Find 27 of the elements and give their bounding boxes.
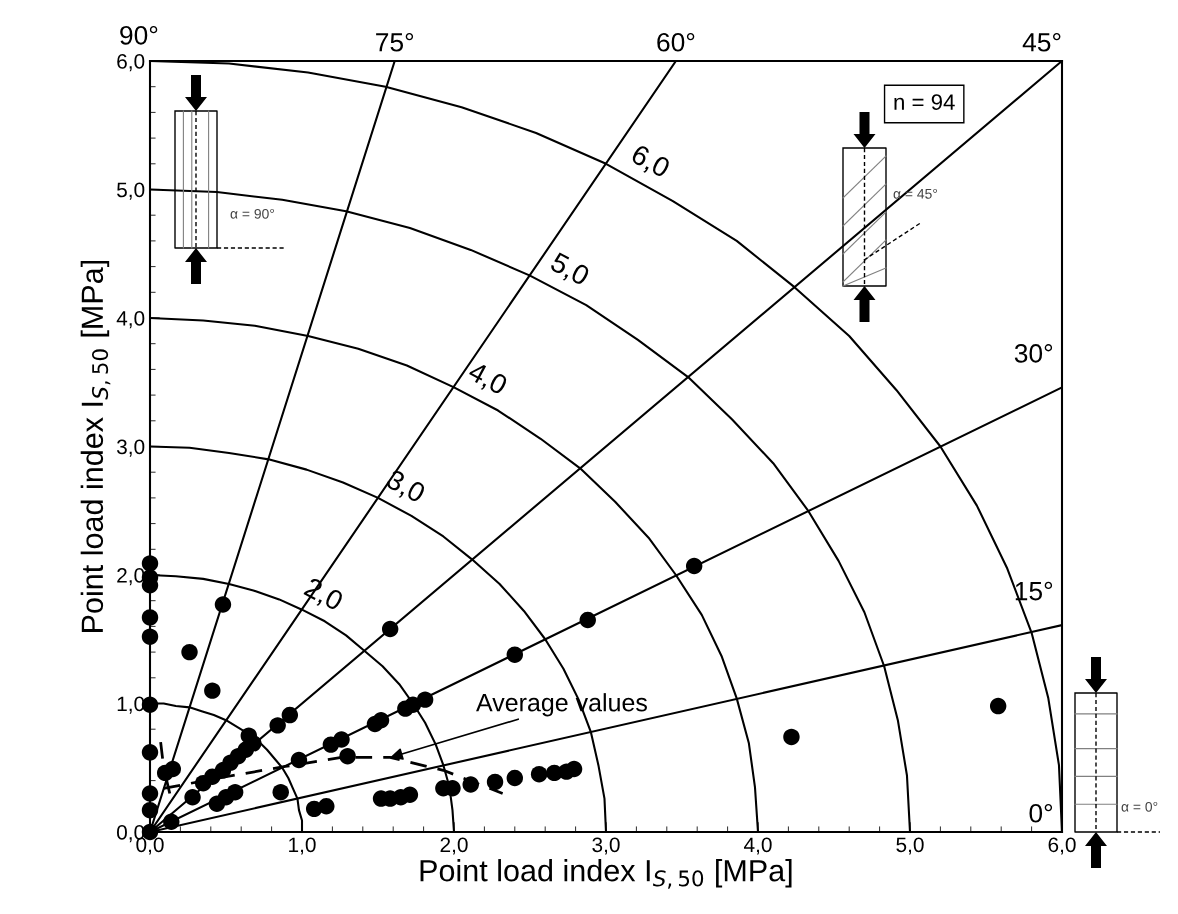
x-tick-label: 1,0 [289, 837, 316, 855]
annotation: 5,0 [547, 251, 591, 290]
annotation: α = 45° [893, 188, 938, 199]
annotation: 2,0 [301, 576, 345, 615]
x-tick-label: 6,0 [1048, 837, 1076, 855]
annotation: 75° [376, 32, 414, 52]
y-axis-title: Point load index I$_{S,50}$ [MPa] [80, 260, 111, 632]
x-tick-label: 3,0 [592, 837, 620, 855]
y-tick-label: 5,0 [117, 182, 145, 200]
annotation: 90° [120, 25, 158, 45]
text: α = 0° [1121, 801, 1158, 812]
annotation: 6,0 [628, 143, 672, 182]
annotation: n = 94 [894, 94, 955, 110]
annotation: 30° [1014, 344, 1053, 363]
x-tick-label: 2,0 [440, 837, 468, 855]
x-tick-label: 5,0 [896, 837, 924, 855]
annotation: 4,0 [465, 360, 509, 399]
y-tick-label: 6,0 [117, 54, 145, 72]
annotation: 45° [1022, 32, 1061, 52]
annotation: 3,0 [383, 468, 427, 507]
annotation: α = 90° [230, 208, 275, 219]
y-tick-label: 4,0 [116, 311, 145, 329]
x-tick-label: 4,0 [744, 837, 772, 855]
annotation: 60° [657, 32, 695, 52]
annotation: 0° [1029, 803, 1053, 823]
x-axis-title: Point load index I$_{S,50}$ [MPa] [420, 859, 792, 889]
y-tick-label: 3,0 [116, 439, 145, 457]
